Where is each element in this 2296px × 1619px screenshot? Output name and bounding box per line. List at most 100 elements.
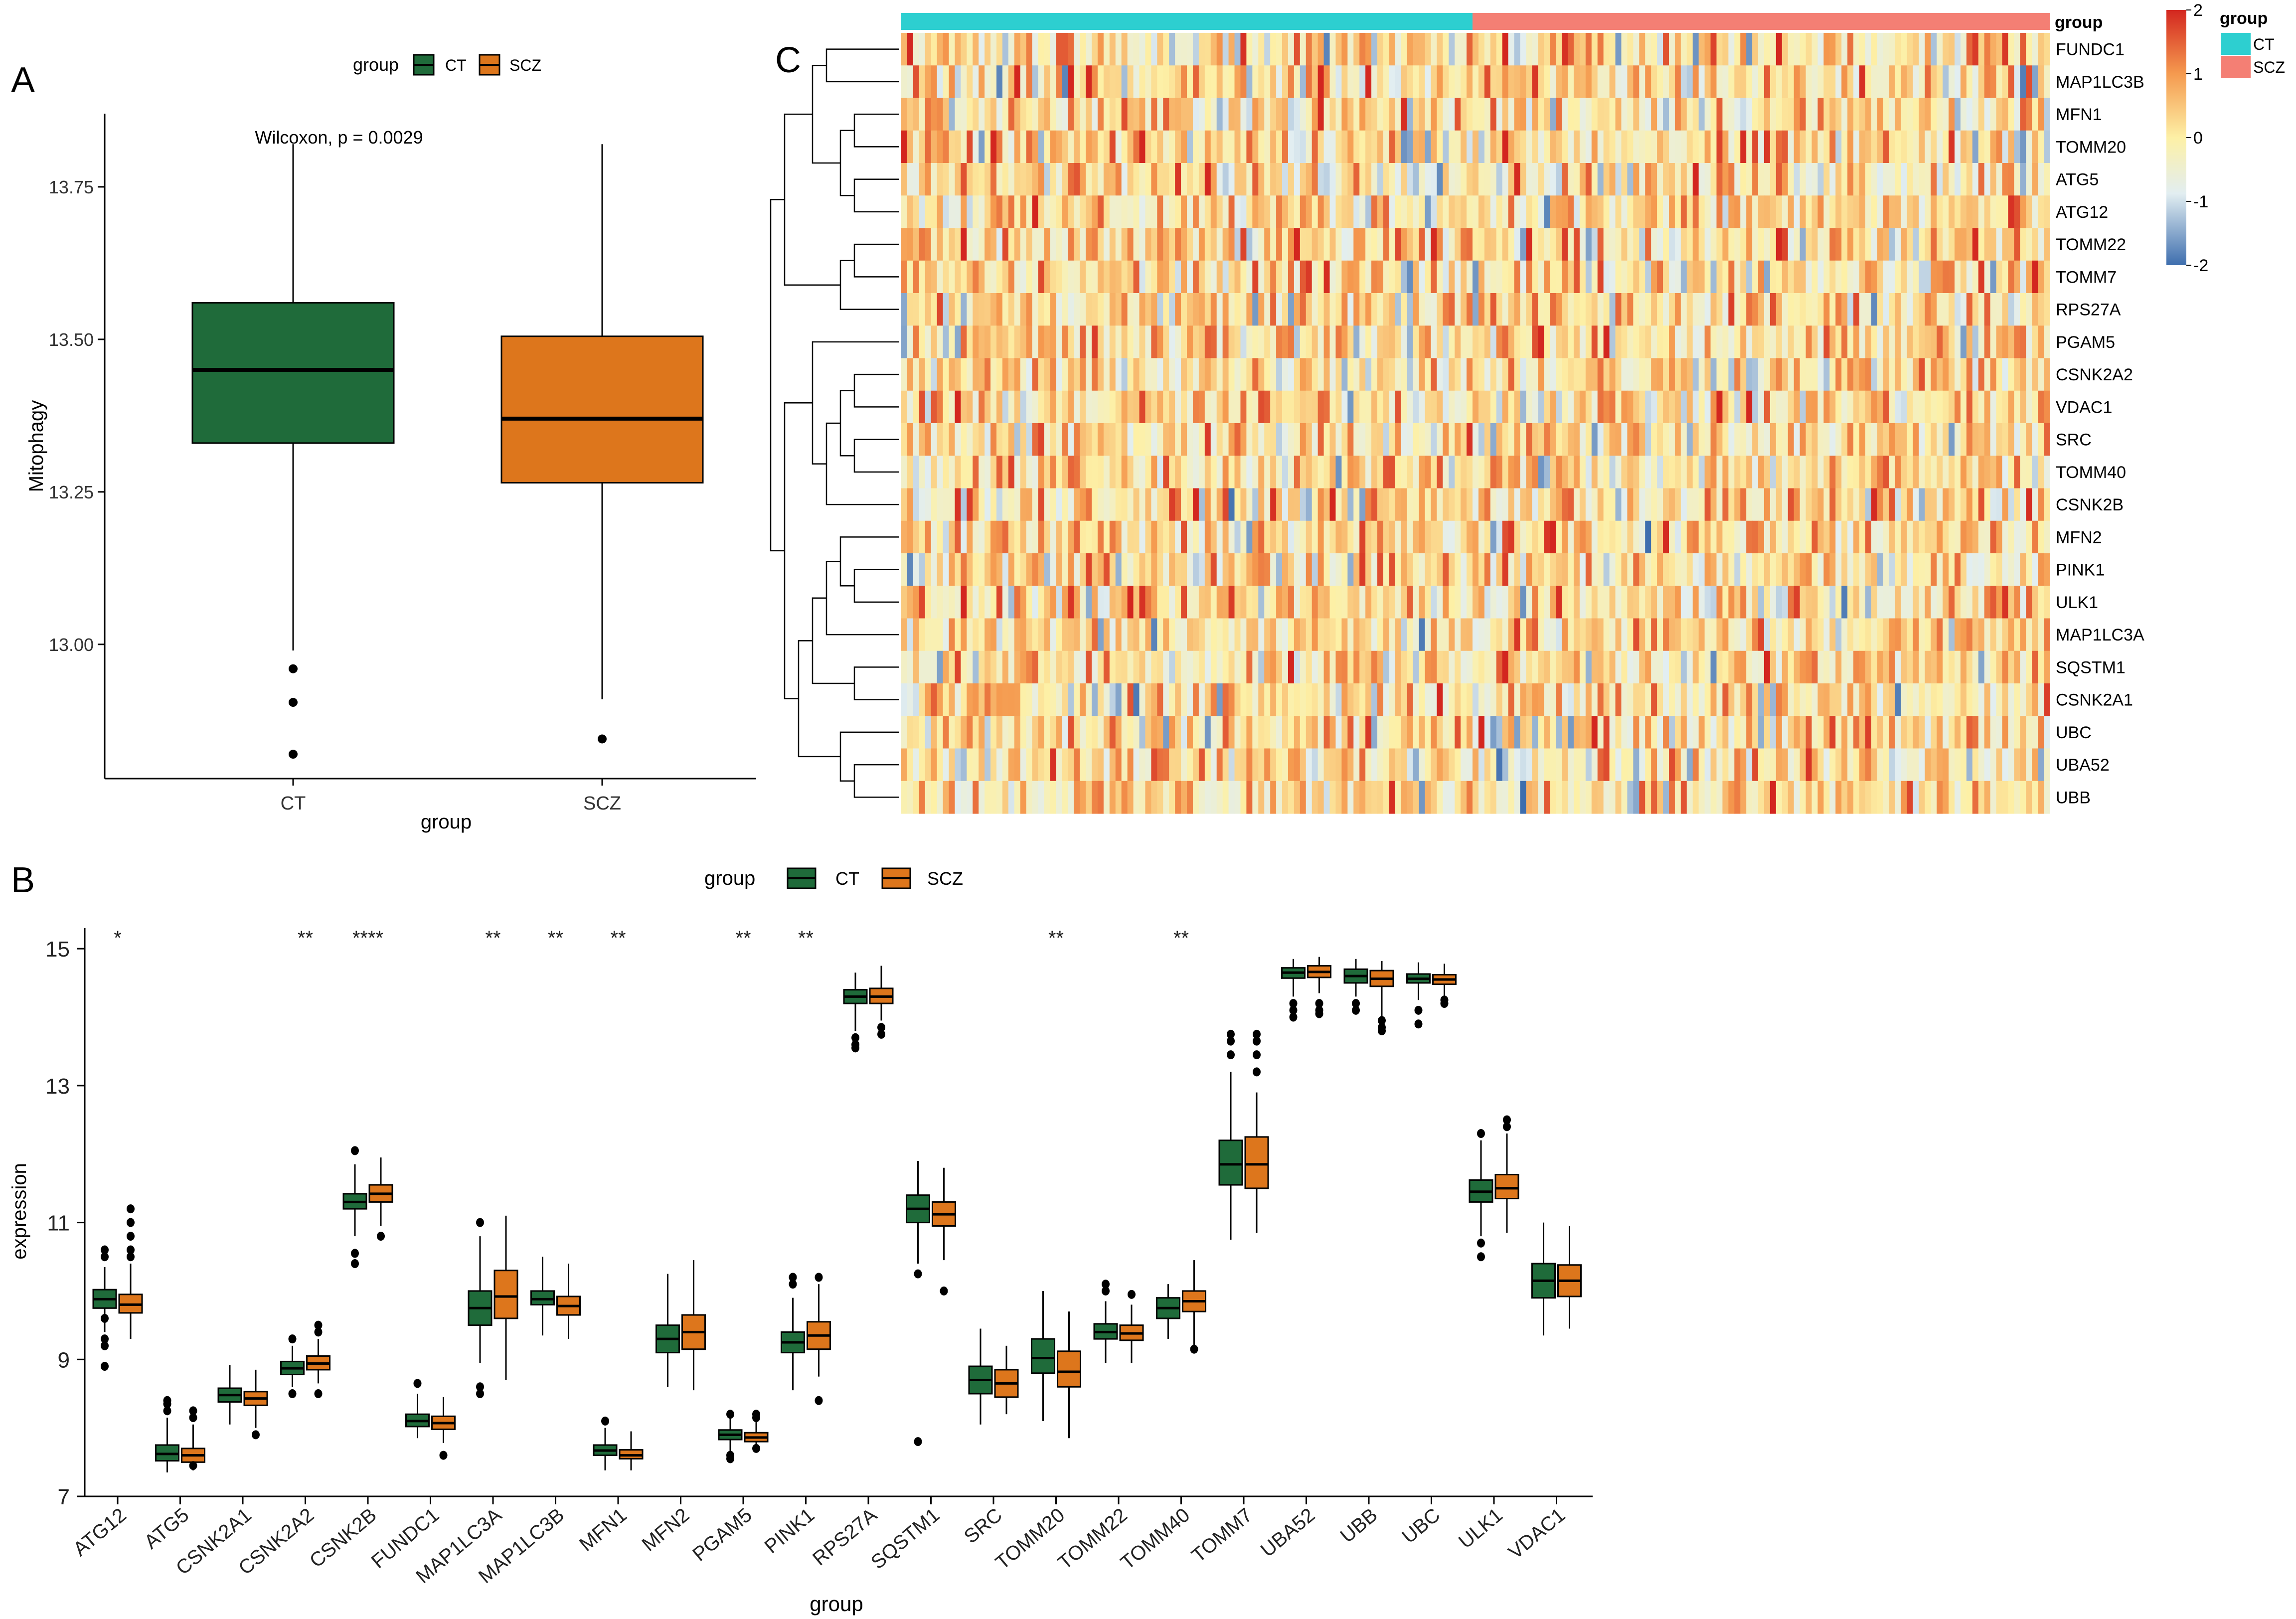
- heatmap-cell: [1949, 423, 1955, 456]
- heatmap-cell: [1615, 228, 1622, 261]
- heatmap-cell: [1038, 586, 1045, 619]
- heatmap-cell: [1544, 683, 1550, 716]
- heatmap-cell: [1698, 423, 1705, 456]
- heatmap-cell: [1746, 260, 1753, 294]
- heatmap-cell: [1698, 325, 1705, 359]
- heatmap-cell: [1419, 228, 1426, 261]
- heatmap-cell: [1502, 650, 1509, 684]
- heatmap-cell: [1151, 98, 1157, 131]
- heatmap-cell: [1484, 195, 1491, 229]
- heatmap-cell: [1925, 716, 1931, 749]
- heatmap-cell: [1841, 748, 1848, 782]
- heatmap-cell: [1615, 195, 1622, 229]
- heatmap-cell: [996, 163, 1003, 196]
- heatmap-cell: [1698, 358, 1705, 391]
- heatmap-cell: [1044, 748, 1051, 782]
- heatmap-cell: [1550, 683, 1556, 716]
- heatmap-cell: [1056, 748, 1062, 782]
- heatmap-cell: [1895, 325, 1902, 359]
- heatmap-cell: [1329, 65, 1336, 99]
- heatmap-cell: [1455, 683, 1461, 716]
- heatmap-cell: [1597, 390, 1604, 424]
- heatmap-cell: [1728, 683, 1735, 716]
- heatmap-cell: [1473, 520, 1479, 554]
- heatmap-cell: [1323, 716, 1330, 749]
- heatmap-cell: [1674, 163, 1681, 196]
- heatmap-cell: [2020, 618, 2026, 651]
- panel-b-x-tick-label: UBC: [1398, 1504, 1444, 1548]
- heatmap-cell: [1668, 195, 1675, 229]
- heatmap-cell: [1288, 390, 1295, 424]
- heatmap-cell: [1449, 456, 1455, 489]
- heatmap-cell: [1234, 748, 1241, 782]
- heatmap-cell: [1794, 358, 1801, 391]
- heatmap-cell: [1210, 716, 1217, 749]
- heatmap-cell: [1294, 586, 1301, 619]
- heatmap-cell: [1835, 260, 1842, 294]
- heatmap-cell: [1520, 163, 1527, 196]
- heatmap-cell: [1294, 456, 1301, 489]
- heatmap-cell: [1163, 716, 1169, 749]
- heatmap-cell: [996, 260, 1003, 294]
- heatmap-cell: [1794, 130, 1801, 163]
- heatmap-cell: [1181, 130, 1187, 163]
- heatmap-cell: [1050, 260, 1056, 294]
- heatmap-cell: [1359, 98, 1366, 131]
- heatmap-cell: [1222, 586, 1229, 619]
- heatmap-cell: [1651, 65, 1657, 99]
- heatmap-cell: [1716, 163, 1723, 196]
- heatmap-cell: [1943, 325, 1949, 359]
- heatmap-cell: [1419, 586, 1426, 619]
- heatmap-cell: [1520, 33, 1527, 66]
- panel-b-outlier: [377, 1232, 385, 1241]
- heatmap-cell: [2044, 260, 2050, 294]
- heatmap-cell: [984, 456, 991, 489]
- heatmap-cell: [1074, 260, 1080, 294]
- heatmap-cell: [984, 195, 991, 229]
- heatmap-cell: [1907, 553, 1914, 586]
- heatmap-cell: [1984, 293, 1991, 326]
- heatmap-cell: [1764, 228, 1771, 261]
- heatmap-cell: [943, 65, 950, 99]
- heatmap-cell: [1044, 228, 1051, 261]
- heatmap-cell: [1389, 195, 1396, 229]
- heatmap-cell: [1175, 65, 1181, 99]
- heatmap-cell: [1562, 325, 1568, 359]
- heatmap-cell: [1805, 781, 1812, 814]
- heatmap-cell: [1680, 98, 1687, 131]
- heatmap-cell: [1800, 553, 1806, 586]
- heatmap-cell: [1413, 748, 1420, 782]
- panel-b-outlier: [1378, 1026, 1386, 1036]
- heatmap-cell: [1329, 553, 1336, 586]
- heatmap-cell: [1502, 716, 1509, 749]
- heatmap-cell: [1365, 781, 1372, 814]
- heatmap-cell: [1692, 98, 1699, 131]
- heatmap-cell: [1276, 390, 1283, 424]
- heatmap-cell: [1502, 293, 1509, 326]
- heatmap-cell: [1794, 520, 1801, 554]
- heatmap-cell: [967, 260, 973, 294]
- heatmap-cell: [1895, 650, 1902, 684]
- heatmap-cell: [1728, 423, 1735, 456]
- heatmap-cell: [925, 586, 932, 619]
- heatmap-cell: [1865, 358, 1872, 391]
- heatmap-cell: [1240, 130, 1247, 163]
- heatmap-cell: [1222, 228, 1229, 261]
- heatmap-cell: [901, 325, 908, 359]
- heatmap-cell: [1056, 586, 1062, 619]
- heatmap-cell: [1044, 163, 1051, 196]
- heatmap-cell: [961, 293, 967, 326]
- heatmap-cell: [1341, 98, 1348, 131]
- heatmap-cell: [1300, 390, 1307, 424]
- heatmap-cell: [1627, 423, 1634, 456]
- heatmap-cell: [1639, 293, 1645, 326]
- heatmap-cell: [1591, 260, 1598, 294]
- heatmap-cell: [1437, 781, 1443, 814]
- heatmap-cell: [1573, 748, 1580, 782]
- heatmap-cell: [1443, 586, 1449, 619]
- heatmap-cell: [1121, 228, 1128, 261]
- heatmap-cell: [901, 358, 908, 391]
- heatmap-cell: [1335, 228, 1342, 261]
- heatmap-cell: [1455, 586, 1461, 619]
- heatmap-cell: [1865, 683, 1872, 716]
